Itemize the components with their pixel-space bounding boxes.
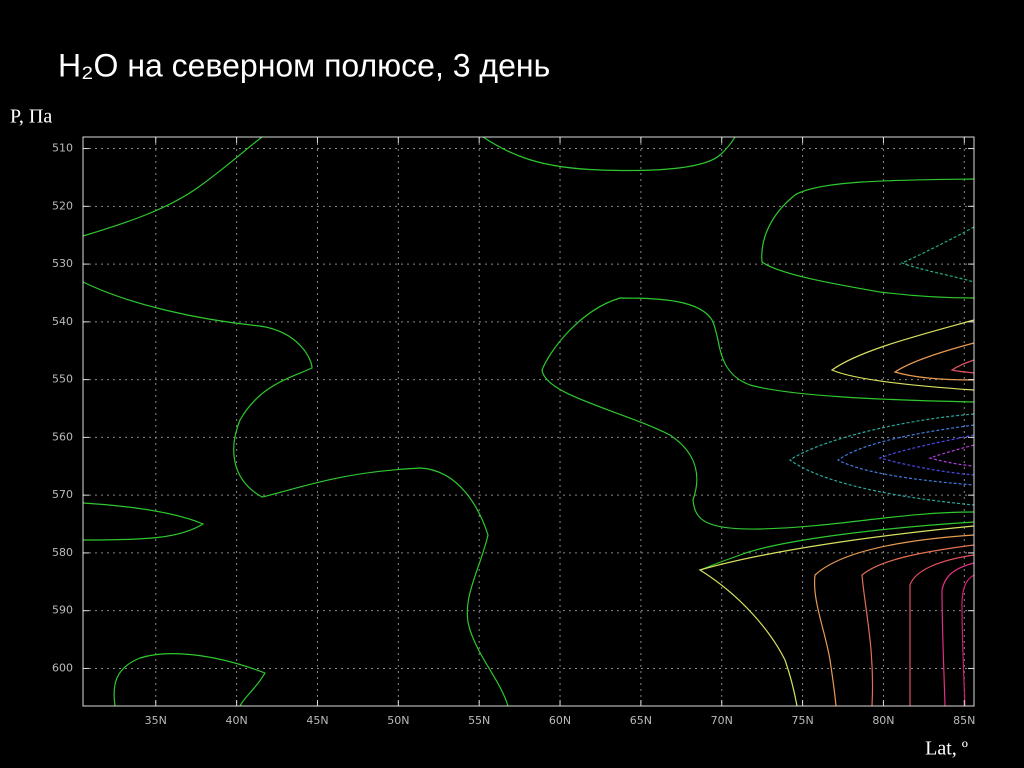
contour-line <box>861 544 975 707</box>
y-tick-label: 580 <box>52 546 73 559</box>
contour-line <box>761 178 975 299</box>
y-tick-label: 530 <box>52 257 73 270</box>
x-tick-label: 40N <box>226 714 248 727</box>
contour-line <box>941 562 975 707</box>
contours <box>82 136 975 707</box>
x-tick-label: 70N <box>711 714 733 727</box>
slide-title: H₂O на северном полюсе, 3 день <box>58 47 550 83</box>
x-tick-label: 55N <box>468 714 490 727</box>
y-tick-label: 520 <box>52 199 73 212</box>
contour-line <box>893 342 975 381</box>
contour-line <box>961 574 975 707</box>
y-tick-label: 600 <box>52 661 73 674</box>
contour-line <box>909 554 975 706</box>
contour-line <box>82 502 205 541</box>
plot-frame <box>82 136 975 707</box>
y-tick-label: 540 <box>52 315 73 328</box>
contour-line <box>541 297 975 530</box>
contour-line <box>830 319 975 391</box>
grid <box>83 137 974 706</box>
x-tick-label: 65N <box>630 714 652 727</box>
y-tick-label: 510 <box>52 142 73 155</box>
contour-line <box>900 226 975 283</box>
x-tick-label: 85N <box>953 714 975 727</box>
contour-line <box>82 136 263 237</box>
contour-line <box>698 525 975 707</box>
contour-line <box>813 534 975 707</box>
contour-line <box>788 413 975 506</box>
y-tick-label: 590 <box>52 604 73 617</box>
x-tick-label: 75N <box>791 714 813 727</box>
contour-line <box>950 359 975 374</box>
y-axis-label: P, Па <box>10 106 52 128</box>
x-axis-label: Lat, º <box>925 738 968 760</box>
x-tick-label: 45N <box>306 714 328 727</box>
contour-line <box>928 444 975 467</box>
x-tick-label: 35N <box>145 714 167 727</box>
contour-line <box>113 653 266 707</box>
x-tick-label: 60N <box>549 714 571 727</box>
y-tick-label: 570 <box>52 488 73 501</box>
contour-line <box>878 434 975 476</box>
contour-line <box>699 521 975 571</box>
y-tick-label: 550 <box>52 373 73 386</box>
contour-line <box>82 281 509 707</box>
contour-line <box>836 424 975 486</box>
x-tick-label: 80N <box>872 714 894 727</box>
y-tick-label: 560 <box>52 430 73 443</box>
x-tick-label: 50N <box>387 714 409 727</box>
contour-line <box>482 136 736 172</box>
